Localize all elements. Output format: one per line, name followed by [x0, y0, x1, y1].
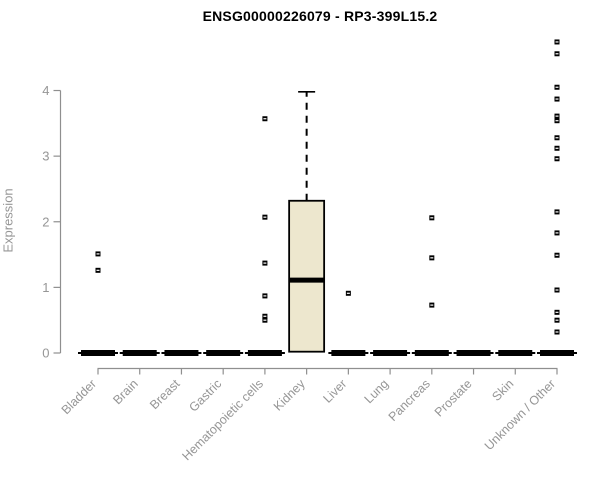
- x-tick-label-liver: Liver: [320, 377, 349, 406]
- x-tick-label-lung: Lung: [362, 377, 392, 407]
- x-tick-label-breast: Breast: [147, 376, 183, 412]
- collapsed-box-liver: [331, 350, 366, 356]
- outlier-slit-liver: [346, 292, 350, 294]
- x-tick-label-pancreas: Pancreas: [386, 377, 433, 424]
- outlier-slit-unknown-other: [555, 254, 559, 256]
- outlier-slit-pancreas: [430, 257, 434, 259]
- outlier-slit-unknown-other: [555, 311, 559, 313]
- outlier-slit-hematopoietic-cells: [263, 262, 267, 264]
- outlier-slit-unknown-other: [555, 53, 559, 55]
- collapsed-box-gastric: [206, 350, 241, 356]
- x-tick-label-unknown-other: Unknown / Other: [482, 377, 558, 453]
- outlier-slit-unknown-other: [555, 41, 559, 43]
- outlier-slit-pancreas: [430, 304, 434, 306]
- collapsed-box-hematopoietic-cells: [247, 350, 282, 356]
- chart-title: ENSG00000226079 - RP3-399L15.2: [202, 8, 438, 24]
- y-tick-label: 4: [42, 83, 49, 98]
- collapsed-box-breast: [164, 350, 199, 356]
- x-tick-label-bladder: Bladder: [59, 377, 99, 417]
- collapsed-box-brain: [122, 350, 157, 356]
- outlier-slit-hematopoietic-cells: [263, 319, 267, 321]
- y-tick-label: 2: [42, 214, 49, 229]
- collapsed-box-bladder: [81, 350, 115, 356]
- collapsed-box-lung: [373, 350, 408, 356]
- outlier-slit-unknown-other: [555, 137, 559, 139]
- box-kidney: [288, 199, 326, 353]
- x-tick-label-hematopoietic-cells: Hematopoietic cells: [179, 377, 266, 464]
- collapsed-box-skin: [498, 350, 533, 356]
- outlier-slit-unknown-other: [555, 120, 559, 122]
- outlier-slit-hematopoietic-cells: [263, 118, 267, 120]
- outlier-slit-hematopoietic-cells: [263, 216, 267, 218]
- outlier-slit-hematopoietic-cells: [263, 295, 267, 297]
- x-tick-label-brain: Brain: [110, 377, 141, 408]
- outlier-slit-unknown-other: [555, 331, 559, 333]
- x-tick-label-skin: Skin: [489, 377, 516, 404]
- outlier-slit-hematopoietic-cells: [263, 315, 267, 317]
- collapsed-box-pancreas: [414, 350, 449, 356]
- collapsed-box-prostate: [456, 350, 491, 356]
- outlier-slit-unknown-other: [555, 147, 559, 149]
- outlier-slit-unknown-other: [555, 289, 559, 291]
- outlier-slit-pancreas: [430, 217, 434, 219]
- collapsed-box-unknown-other: [539, 350, 574, 356]
- y-tick-label: 1: [42, 280, 49, 295]
- x-tick-label-gastric: Gastric: [186, 377, 224, 415]
- x-tick-label-kidney: Kidney: [271, 376, 308, 413]
- outlier-slit-unknown-other: [555, 86, 559, 88]
- outlier-slit-unknown-other: [555, 232, 559, 234]
- outlier-slit-unknown-other: [555, 211, 559, 213]
- outlier-slit-unknown-other: [555, 319, 559, 321]
- y-tick-label: 0: [42, 346, 49, 361]
- x-tick-label-prostate: Prostate: [432, 377, 475, 420]
- outlier-slit-unknown-other: [555, 158, 559, 160]
- outlier-slit-unknown-other: [555, 115, 559, 117]
- y-tick-label: 3: [42, 149, 49, 164]
- outlier-slit-bladder: [96, 253, 100, 255]
- outlier-slit-bladder: [96, 269, 100, 271]
- outlier-slit-unknown-other: [555, 98, 559, 100]
